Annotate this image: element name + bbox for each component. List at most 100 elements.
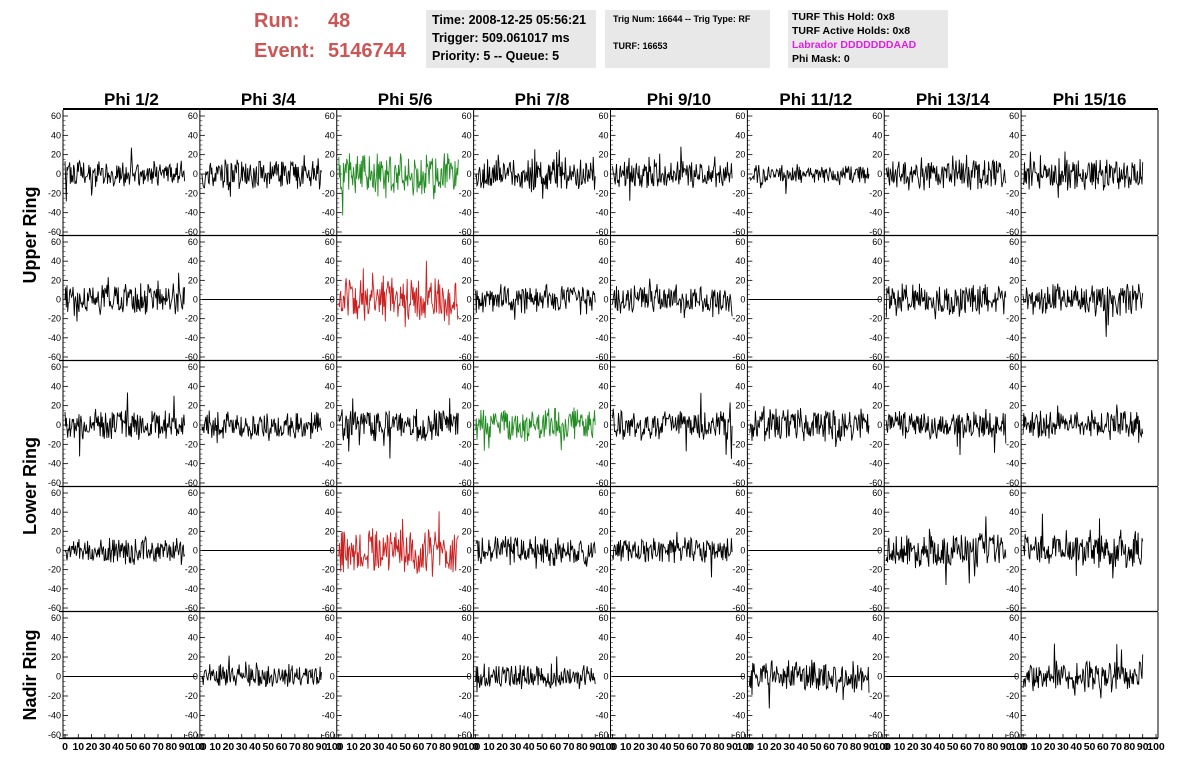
x-tick-label: 30 bbox=[783, 741, 795, 753]
y-tick-label: -60 bbox=[459, 478, 472, 488]
y-tick-label: 40 bbox=[598, 256, 608, 266]
x-tick-label: 90 bbox=[863, 741, 875, 753]
waveform-trace bbox=[612, 278, 733, 319]
ring-label: Lower Ring bbox=[20, 437, 40, 535]
y-tick-label: 20 bbox=[188, 526, 198, 536]
y-tick-label: 40 bbox=[325, 633, 335, 643]
y-tick-label: -20 bbox=[732, 188, 745, 198]
x-tick-label: 90 bbox=[726, 741, 738, 753]
y-tick-label: -40 bbox=[48, 584, 61, 594]
column-header: Phi 15/16 bbox=[1053, 90, 1127, 109]
waveform-trace bbox=[885, 283, 1007, 320]
ring-label: Upper Ring bbox=[20, 187, 40, 284]
y-tick-label: -60 bbox=[185, 603, 198, 613]
x-tick-label: 100 bbox=[463, 741, 481, 753]
y-tick-label: 40 bbox=[598, 381, 608, 391]
time-text: Time: 2008-12-25 05:56:21 bbox=[432, 13, 587, 27]
y-tick-label: 60 bbox=[51, 237, 61, 247]
y-tick-label: -20 bbox=[459, 439, 472, 449]
y-tick-label: 40 bbox=[51, 130, 61, 140]
x-tick-label: 90 bbox=[1000, 741, 1012, 753]
y-tick-label: 40 bbox=[872, 381, 882, 391]
y-tick-label: -40 bbox=[595, 584, 608, 594]
y-tick-label: -20 bbox=[732, 565, 745, 575]
y-tick-label: -60 bbox=[869, 352, 882, 362]
y-tick-label: -40 bbox=[732, 459, 745, 469]
y-tick-label: -20 bbox=[1006, 439, 1019, 449]
x-tick-label: 60 bbox=[413, 741, 425, 753]
x-tick-label: 10 bbox=[757, 741, 769, 753]
y-tick-label: -60 bbox=[459, 227, 472, 237]
turf-this-hold: TURF This Hold: 0x8 bbox=[792, 11, 895, 23]
x-tick-label: 70 bbox=[973, 741, 985, 753]
y-tick-label: 20 bbox=[598, 150, 608, 160]
y-tick-label: 0 bbox=[1014, 295, 1019, 305]
y-tick-label: -40 bbox=[48, 711, 61, 721]
y-tick-label: -60 bbox=[459, 603, 472, 613]
y-tick-label: -60 bbox=[322, 352, 335, 362]
y-tick-label: -20 bbox=[1006, 188, 1019, 198]
trigger-info-panel: Trig Num: 16644 -- Trig Type: RF TURF: 1… bbox=[605, 10, 770, 68]
waveform-trace bbox=[475, 283, 596, 320]
x-tick-label: 60 bbox=[823, 741, 835, 753]
y-tick-label: -60 bbox=[732, 227, 745, 237]
x-tick-label: 80 bbox=[1124, 741, 1136, 753]
y-tick-label: -60 bbox=[869, 478, 882, 488]
y-tick-label: -40 bbox=[322, 584, 335, 594]
y-tick-label: -40 bbox=[869, 584, 882, 594]
y-tick-label: 60 bbox=[325, 613, 335, 623]
y-tick-label: -20 bbox=[869, 565, 882, 575]
x-tick-label: 20 bbox=[633, 741, 645, 753]
waveform-trace bbox=[612, 146, 733, 201]
y-tick-label: -40 bbox=[732, 711, 745, 721]
y-tick-label: 40 bbox=[735, 256, 745, 266]
x-tick-label: 50 bbox=[947, 741, 959, 753]
y-tick-label: 60 bbox=[1009, 613, 1019, 623]
y-tick-label: 60 bbox=[598, 237, 608, 247]
x-tick-label: 30 bbox=[99, 741, 111, 753]
x-tick-label: 30 bbox=[373, 741, 385, 753]
y-tick-label: 60 bbox=[735, 111, 745, 121]
y-tick-label: 20 bbox=[598, 526, 608, 536]
y-tick-label: -60 bbox=[869, 227, 882, 237]
y-tick-label: 20 bbox=[325, 150, 335, 160]
y-tick-label: 60 bbox=[51, 111, 61, 121]
x-tick-label: 0 bbox=[199, 741, 205, 753]
y-tick-label: -40 bbox=[322, 711, 335, 721]
x-tick-label: 0 bbox=[1020, 741, 1026, 753]
y-tick-label: -20 bbox=[595, 314, 608, 324]
run-label: Run: bbox=[254, 10, 300, 32]
y-tick-label: -40 bbox=[459, 333, 472, 343]
y-tick-label: 0 bbox=[603, 672, 608, 682]
x-tick-label: 20 bbox=[86, 741, 98, 753]
y-tick-label: 60 bbox=[1009, 111, 1019, 121]
y-tick-label: 0 bbox=[467, 295, 472, 305]
y-tick-label: 20 bbox=[462, 526, 472, 536]
waveform-trace bbox=[201, 655, 322, 688]
y-tick-label: 60 bbox=[735, 613, 745, 623]
y-tick-label: -60 bbox=[459, 352, 472, 362]
y-tick-label: 60 bbox=[462, 488, 472, 498]
y-tick-label: 0 bbox=[330, 546, 335, 556]
y-tick-label: -60 bbox=[595, 603, 608, 613]
waveform-trace bbox=[64, 392, 186, 457]
y-tick-label: 60 bbox=[872, 613, 882, 623]
y-tick-label: -20 bbox=[869, 439, 882, 449]
x-tick-label: 60 bbox=[686, 741, 698, 753]
y-tick-label: 20 bbox=[872, 150, 882, 160]
y-tick-label: -60 bbox=[322, 730, 335, 740]
y-tick-label: -60 bbox=[595, 730, 608, 740]
x-tick-label: 50 bbox=[262, 741, 274, 753]
x-tick-label: 10 bbox=[483, 741, 495, 753]
x-tick-label: 100 bbox=[189, 741, 207, 753]
y-tick-label: -60 bbox=[48, 227, 61, 237]
y-tick-label: -40 bbox=[1006, 711, 1019, 721]
y-tick-label: 20 bbox=[188, 652, 198, 662]
y-tick-label: -60 bbox=[322, 227, 335, 237]
x-tick-label: 20 bbox=[770, 741, 782, 753]
y-tick-label: 20 bbox=[735, 526, 745, 536]
y-tick-label: -20 bbox=[185, 188, 198, 198]
y-tick-label: -20 bbox=[732, 314, 745, 324]
ring-label: Nadir Ring bbox=[20, 629, 40, 720]
waveform-trace bbox=[338, 398, 459, 459]
